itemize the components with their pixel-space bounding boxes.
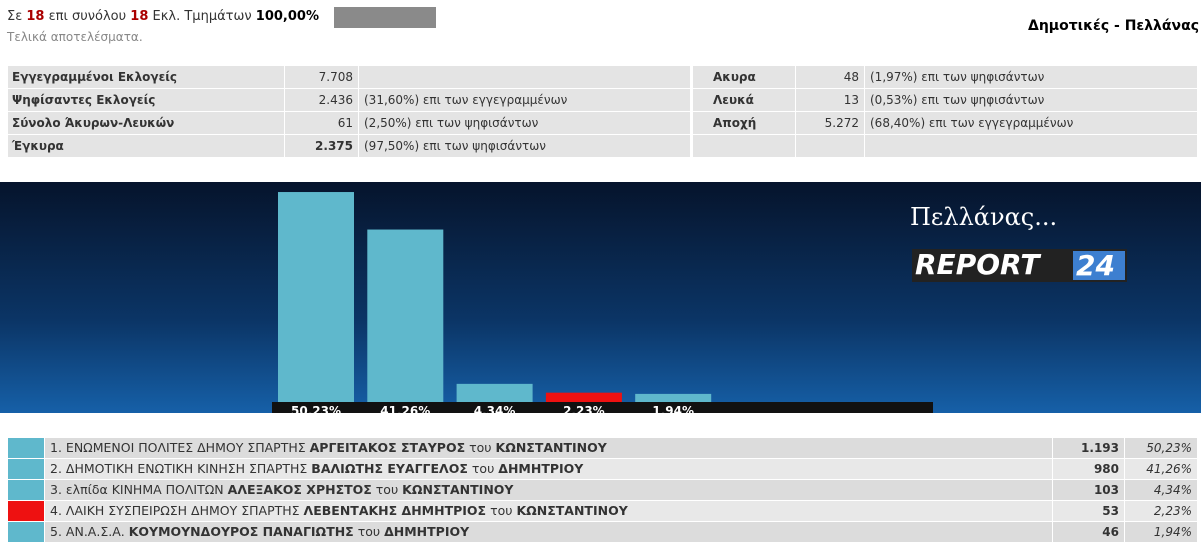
subtitle: Τελικά αποτελέσματα. [7, 30, 143, 44]
total: 18 [130, 9, 149, 24]
stat-value: 61 [285, 112, 358, 134]
father: ΔΗΜΗΤΡΙΟΥ [498, 461, 584, 476]
stat-value: 2.436 [285, 89, 358, 111]
of: του [375, 482, 399, 497]
candidate: ΒΑΛΙΩΤΗΣ ΕΥΑΓΓΕΛΟΣ [311, 461, 468, 476]
stat-note [865, 135, 1197, 157]
votes: 980 [1053, 459, 1124, 479]
logo-number: 24 [1076, 249, 1115, 282]
swatch [8, 501, 44, 521]
rank: 5. [50, 524, 62, 539]
candidate-cell: 2. ΔΗΜΟΤΙΚΗ ΕΝΩΤΙΚΗ ΚΙΝΗΣΗ ΣΠΑΡΤΗΣ ΒΑΛΙΩ… [45, 459, 1052, 479]
stat-label [693, 135, 795, 157]
stat-note: (0,53%) επι των ψηφισάντων [865, 89, 1197, 111]
stat-note: (1,97%) επι των ψηφισάντων [865, 66, 1197, 88]
percent: 1,94% [1125, 522, 1197, 542]
candidate: ΚΟΥΜΟΥΝΔΟΥΡΟΣ ΠΑΝΑΓΙΩΤΗΣ [128, 524, 354, 539]
progress-bar [334, 7, 436, 28]
stat-note: (97,50%) επι των ψηφισάντων [359, 135, 690, 157]
candidate-cell: 3. ελπίδα ΚΙΝΗΜΑ ΠΟΛΙΤΩΝ ΑΛΕΞΑΚΟΣ ΧΡΗΣΤΟ… [45, 480, 1052, 500]
value-label: 4,34% [474, 404, 516, 413]
father: ΚΩΝΣΤΑΝΤΙΝΟΥ [516, 503, 628, 518]
stat-label: Έγκυρα [8, 135, 284, 157]
party: ΛΑΙΚΗ ΣΥΣΠΕΙΡΩΣΗ ΔΗΜΟΥ ΣΠΑΡΤΗΣ [65, 503, 300, 518]
chart: Πελλάνας... REPORT 24 50,23% 41,26% 4,34% 2… [0, 182, 1201, 413]
value-label: 41,26% [380, 404, 430, 413]
rank: 1. [50, 440, 62, 455]
chart-bg [0, 182, 1201, 413]
votes: 46 [1053, 522, 1124, 542]
stat-value: 7.708 [285, 66, 358, 88]
bar [545, 392, 622, 402]
text: Εκλ. Τμημάτων [152, 9, 252, 24]
stat-label: Εγγεγραμμένοι Εκλογείς [8, 66, 284, 88]
percent: 2,23% [1125, 501, 1197, 521]
stat-note: (2,50%) επι των ψηφισάντων [359, 112, 690, 134]
label-strip [272, 402, 933, 413]
percent: 41,26% [1125, 459, 1197, 479]
text: επι συνόλου [48, 9, 127, 24]
text: Σε [7, 9, 23, 24]
stat-label: Σύνολο Άκυρων-Λευκών [8, 112, 284, 134]
percent: 4,34% [1125, 480, 1197, 500]
of: του [471, 461, 495, 476]
votes: 1.193 [1053, 438, 1124, 458]
of: του [469, 440, 492, 455]
rank: 3. [50, 482, 62, 497]
stat-label: Αποχή [693, 112, 795, 134]
candidate-cell: 1. ΕΝΩΜΕΝΟΙ ΠΟΛΙΤΕΣ ΔΗΜΟΥ ΣΠΑΡΤΗΣ ΑΡΓΕΙΤ… [45, 438, 1052, 458]
father: ΚΩΝΣΤΑΝΤΙΝΟΥ [402, 482, 514, 497]
party: ελπίδα ΚΙΝΗΜΑ ΠΟΛΙΤΩΝ [65, 482, 224, 497]
bar [367, 229, 444, 402]
swatch [8, 480, 44, 500]
percent: 50,23% [1125, 438, 1197, 458]
stat-note: (31,60%) επι των εγγεγραμμένων [359, 89, 690, 111]
rank: 2. [50, 461, 62, 476]
stat-label: Λευκά [693, 89, 795, 111]
bar [456, 383, 533, 402]
of: του [490, 503, 513, 518]
father: ΚΩΝΣΤΑΝΤΙΝΟΥ [495, 440, 607, 455]
rank: 4. [50, 503, 62, 518]
candidate: ΑΛΕΞΑΚΟΣ ΧΡΗΣΤΟΣ [227, 482, 372, 497]
logo-text: REPORT [915, 248, 1041, 281]
stat-note: (68,40%) επι των εγγεγραμμένων [865, 112, 1197, 134]
bar [635, 393, 712, 402]
of: του [357, 524, 381, 539]
counted: 18 [26, 9, 45, 24]
stat-note [359, 66, 690, 88]
swatch [8, 459, 44, 479]
percent: 100,00% [255, 9, 319, 24]
candidate-cell: 4. ΛΑΙΚΗ ΣΥΣΠΕΙΡΩΣΗ ΔΗΜΟΥ ΣΠΑΡΤΗΣ ΛΕΒΕΝΤ… [45, 501, 1052, 521]
title: Δημοτικές - Πελλάνας [1027, 18, 1199, 34]
chart-title: Πελλάνας... [910, 203, 1057, 231]
stat-value [796, 135, 864, 157]
stat-value: 5.272 [796, 112, 864, 134]
bar [278, 192, 354, 402]
party: ΔΗΜΟΤΙΚΗ ΕΝΩΤΙΚΗ ΚΙΝΗΣΗ ΣΠΑΡΤΗΣ [65, 461, 308, 476]
logo-box [1073, 251, 1125, 280]
party: ΑΝ.Α.Σ.Α. [65, 524, 125, 539]
value-label: 1,94% [652, 404, 694, 413]
votes: 53 [1053, 501, 1124, 521]
party: ΕΝΩΜΕΝΟΙ ΠΟΛΙΤΕΣ ΔΗΜΟΥ ΣΠΑΡΤΗΣ [65, 440, 306, 455]
progress: Σε 18 επι συνόλου 18 Εκλ. Τμημάτων 100,0… [7, 9, 319, 24]
votes: 103 [1053, 480, 1124, 500]
candidate-cell: 5. ΑΝ.Α.Σ.Α. ΚΟΥΜΟΥΝΔΟΥΡΟΣ ΠΑΝΑΓΙΩΤΗΣ το… [45, 522, 1052, 542]
candidate: ΑΡΓΕΙΤΑΚΟΣ ΣΤΑΥΡΟΣ [309, 440, 466, 455]
swatch [8, 438, 44, 458]
candidate: ΛΕΒΕΝΤΑΚΗΣ ΔΗΜΗΤΡΙΟΣ [303, 503, 487, 518]
father: ΔΗΜΗΤΡΙΟΥ [384, 524, 470, 539]
stat-label: Ακυρα [693, 66, 795, 88]
swatch [8, 522, 44, 542]
stat-value: 48 [796, 66, 864, 88]
value-label: 2,23% [563, 404, 605, 413]
value-label: 50,23% [291, 404, 341, 413]
stat-label: Ψηφίσαντες Εκλογείς [8, 89, 284, 111]
stat-value: 2.375 [285, 135, 358, 157]
stat-value: 13 [796, 89, 864, 111]
